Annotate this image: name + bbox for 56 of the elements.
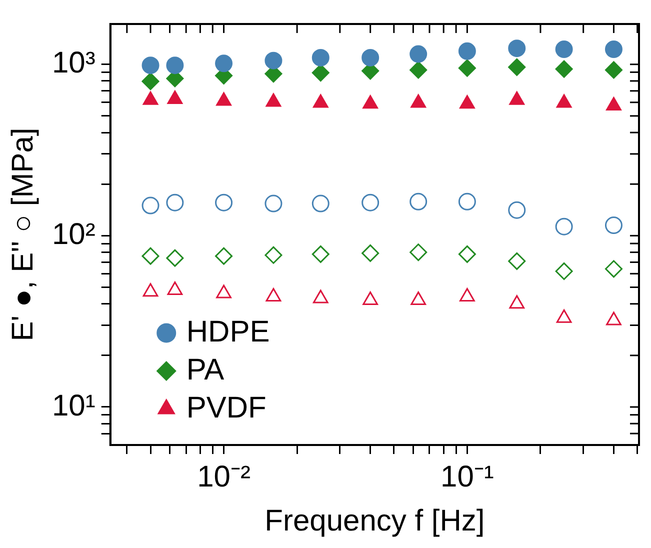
point [216,284,232,298]
point [460,288,475,302]
y-axis-title: E' ●, E'' ○ [MPa] [6,128,40,342]
point [604,260,622,278]
point [410,61,428,79]
point [604,40,622,58]
point [166,194,184,212]
legend-label: PVDF [186,391,266,424]
point [312,48,330,66]
point [508,201,526,219]
point [410,192,428,210]
point [312,245,330,263]
point [410,45,428,63]
point [509,295,525,309]
point [266,288,282,302]
point [555,262,573,280]
point [555,40,573,58]
x-axis-title: Frequency f [Hz] [264,504,485,538]
x-tick-label: 10⁻² [197,460,250,494]
point [458,59,476,77]
point [312,290,328,304]
point [508,58,526,76]
point [312,64,330,82]
point [215,194,233,212]
point [458,42,476,60]
point [312,194,330,212]
y-tick-label: 10¹ [52,389,96,422]
legend-label: HDPE [186,315,270,348]
point [508,252,526,270]
point [362,194,380,212]
point [458,192,476,210]
point [555,218,573,236]
point [604,216,622,234]
point [167,282,183,296]
point [606,312,622,326]
point [410,291,426,305]
point [604,61,622,79]
point [555,60,573,78]
point [556,309,572,323]
point [458,245,476,263]
point [264,52,282,70]
y-tick-label: 10² [52,218,96,251]
legend-label: PA [186,353,224,386]
point [166,56,184,74]
point [215,247,233,265]
x-tick-label: 10⁻¹ [440,460,494,494]
point [410,244,428,262]
point [166,249,184,267]
point [362,291,378,305]
point [264,194,282,212]
y-tick-label: 10³ [52,46,96,80]
point [362,244,380,262]
point [362,48,380,66]
point [508,40,526,58]
point [264,246,282,264]
point [215,54,233,72]
